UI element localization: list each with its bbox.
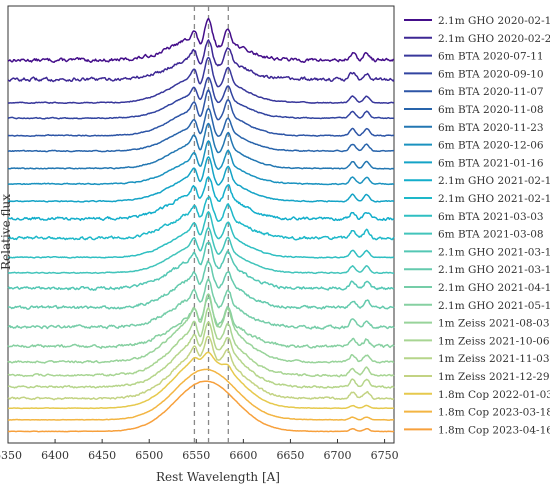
legend-label: 1.8m Cop 2022-01-03 (438, 389, 550, 401)
legend-label: 6m BTA 2020-09-10 (438, 68, 544, 80)
x-axis-label: Rest Wavelength [A] (156, 470, 280, 484)
x-tick-label: 6600 (229, 449, 257, 462)
series-line-20 (7, 321, 395, 389)
x-tick-label: 6750 (371, 449, 399, 462)
legend-label: 6m BTA 2020-11-08 (438, 104, 544, 116)
legend-label: 6m BTA 2021-03-03 (438, 211, 544, 223)
legend-label: 6m BTA 2020-12-06 (438, 140, 544, 152)
legend: 2.1m GHO 2020-02-18 2.1m GHO 2020-02-21 6m… (404, 15, 550, 436)
x-tick-label: 6700 (324, 449, 352, 462)
series-line-3 (7, 56, 395, 105)
series-line-15 (8, 260, 395, 310)
series-line-18 (7, 293, 395, 364)
series-line-19 (7, 306, 395, 378)
legend-label: 2.1m GHO 2021-04-11 (438, 282, 550, 294)
legend-label: 2.1m GHO 2021-03-12 (438, 246, 550, 258)
y-axis-label: Relative flux (0, 194, 13, 270)
x-tick-label: 6500 (135, 449, 163, 462)
series-line-8 (7, 140, 395, 186)
series-line-14 (7, 241, 395, 291)
x-tick-label: 6350 (0, 449, 22, 462)
legend-label: 1.8m Cop 2023-03-18 (438, 407, 550, 419)
series-line-1 (7, 17, 395, 64)
legend-label: 2.1m GHO 2021-05-11 (438, 300, 550, 312)
series-layer (7, 17, 395, 433)
series-line-7 (7, 122, 395, 170)
series-line-2 (7, 39, 395, 83)
series-line-11 (7, 196, 395, 241)
legend-label: 2.1m GHO 2020-02-18 (438, 15, 550, 27)
series-line-17 (7, 296, 395, 349)
legend-label: 1m Zeiss 2021-11-03 (438, 353, 550, 365)
legend-label: 1m Zeiss 2021-10-06 (438, 335, 550, 347)
legend-label: 6m BTA 2020-11-07 (438, 86, 544, 98)
series-line-23 (7, 368, 395, 421)
series-line-16 (7, 278, 395, 330)
legend-label: 6m BTA 2020-11-23 (438, 122, 544, 134)
legend-label: 6m BTA 2020-07-11 (438, 51, 544, 63)
series-line-5 (7, 89, 395, 138)
series-line-21 (7, 335, 395, 401)
series-line-22 (8, 351, 395, 410)
plot-frame (7, 5, 395, 444)
series-line-4 (7, 76, 395, 120)
legend-label: 2.1m GHO 2021-03-15 (438, 264, 550, 276)
x-tick-label: 6450 (88, 449, 116, 462)
series-line-13 (7, 226, 394, 275)
x-tick-label: 6650 (276, 449, 304, 462)
series-line-6 (8, 107, 394, 153)
legend-label: 2.1m GHO 2021-02-12 (438, 193, 550, 205)
x-axis-ticks: 6350 6400 6450 6500 6550 6600 6650 6700 6750 (0, 439, 399, 462)
series-line-12 (7, 211, 395, 259)
legend-label: 2.1m GHO 2020-02-21 (438, 33, 550, 45)
legend-label: 1.8m Cop 2023-04-16 (438, 424, 550, 436)
series-line-10 (7, 176, 395, 222)
legend-label: 6m BTA 2021-01-16 (438, 157, 544, 169)
legend-label: 6m BTA 2021-03-08 (438, 229, 544, 241)
x-tick-label: 6400 (41, 449, 69, 462)
legend-label: 1m Zeiss 2021-12-29 (438, 371, 550, 383)
x-tick-label: 6550 (182, 449, 210, 462)
series-line-9 (7, 156, 395, 203)
legend-label: 1m Zeiss 2021-08-03 (438, 318, 550, 330)
legend-label: 2.1m GHO 2021-02-11 (438, 175, 550, 187)
series-line-24 (7, 380, 395, 433)
